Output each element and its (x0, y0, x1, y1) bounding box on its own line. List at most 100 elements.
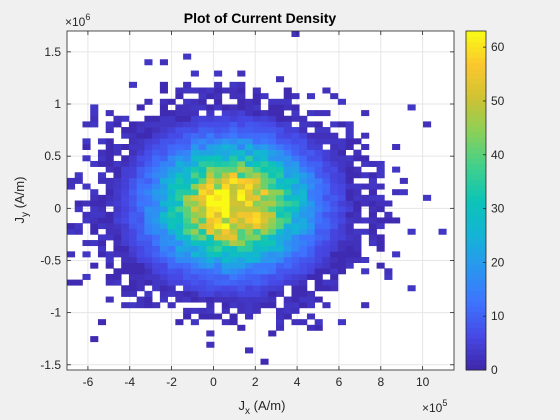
histogram-bin (128, 262, 138, 269)
histogram-bin (97, 240, 107, 247)
x-tick-label: 8 (377, 375, 384, 389)
histogram-bin (198, 87, 207, 94)
histogram-bin (190, 127, 199, 134)
histogram-bin (167, 257, 176, 263)
histogram-bin (299, 127, 308, 134)
histogram-bin (183, 98, 192, 105)
histogram-bin (299, 262, 308, 269)
histogram-bin (183, 115, 192, 122)
histogram-bin (206, 268, 215, 275)
histogram-bin (314, 177, 323, 184)
histogram-bin (136, 194, 145, 201)
histogram-bin (159, 206, 168, 213)
histogram-bin (330, 166, 339, 173)
histogram-bin (198, 149, 207, 156)
histogram-bin (152, 132, 161, 139)
histogram-bin (237, 228, 246, 235)
histogram-bin (229, 262, 238, 269)
histogram-bin (237, 245, 246, 252)
colorbar-segment (466, 285, 486, 292)
colorbar-segment (466, 158, 486, 164)
histogram-bin (260, 177, 269, 184)
histogram-bin (299, 217, 308, 224)
histogram-bin (183, 217, 192, 224)
histogram-bin (97, 217, 107, 224)
colorbar-segment (466, 68, 486, 74)
histogram-bin (221, 177, 230, 184)
histogram-bin (245, 149, 254, 156)
histogram-bin (252, 194, 261, 201)
histogram-bin (175, 127, 184, 134)
histogram-bin (322, 217, 331, 224)
histogram-bin (159, 251, 168, 258)
histogram-bin (206, 211, 215, 218)
histogram-bin (198, 290, 207, 297)
histogram-bin (330, 121, 339, 128)
histogram-bin (229, 183, 238, 190)
histogram-bin (144, 194, 153, 201)
histogram-bin (152, 194, 161, 201)
histogram-bin (229, 160, 238, 167)
histogram-bin (237, 115, 246, 122)
histogram-bin (121, 155, 130, 162)
histogram-cells (67, 31, 447, 365)
histogram-bin (67, 177, 76, 184)
histogram-bin (121, 132, 130, 139)
histogram-bin (136, 234, 145, 241)
histogram-bin (283, 160, 292, 167)
histogram-bin (175, 144, 184, 150)
histogram-bin (206, 240, 215, 247)
histogram-bin (275, 183, 285, 190)
colorbar-segment (466, 290, 486, 297)
histogram-bin (152, 138, 161, 145)
histogram-bin (159, 166, 168, 173)
histogram-bin (330, 228, 339, 235)
histogram-bin (206, 273, 215, 280)
histogram-bin (113, 211, 122, 218)
histogram-bin (113, 172, 122, 179)
histogram-bin (183, 172, 192, 179)
histogram-bin (175, 223, 184, 230)
histogram-bin (306, 183, 316, 190)
histogram-bin (322, 138, 331, 145)
histogram-bin (90, 336, 99, 343)
histogram-bin (306, 217, 316, 224)
histogram-bin (198, 268, 207, 275)
histogram-bin (214, 262, 223, 269)
histogram-bin (121, 228, 130, 235)
histogram-bin (97, 234, 107, 241)
histogram-bin (291, 172, 300, 179)
histogram-bin (159, 87, 168, 94)
histogram-bin (214, 160, 223, 167)
histogram-bin (113, 251, 122, 258)
histogram-bin (214, 228, 223, 235)
y-tick-label: 0 (54, 201, 61, 215)
histogram-bin (128, 127, 138, 134)
histogram-bin (97, 211, 107, 218)
histogram-bin (144, 223, 153, 230)
histogram-bin (252, 268, 261, 275)
histogram-bin (121, 115, 130, 122)
histogram-bin (237, 98, 246, 105)
histogram-bin (306, 189, 316, 196)
histogram-bin (260, 211, 269, 218)
histogram-bin (252, 245, 261, 252)
histogram-bin (167, 121, 176, 128)
histogram-bin (330, 149, 339, 156)
histogram-bin (314, 194, 323, 201)
histogram-bin (206, 302, 215, 309)
histogram-bin (183, 138, 192, 145)
histogram-bin (198, 160, 207, 167)
y-tick-label: -1 (50, 306, 61, 320)
histogram-bin (283, 189, 292, 196)
histogram-bin (337, 257, 346, 263)
histogram-bin (368, 217, 377, 224)
histogram-bin (268, 127, 277, 134)
histogram-bin (206, 200, 215, 207)
histogram-bin (136, 183, 145, 190)
histogram-bin (252, 290, 261, 297)
histogram-bin (214, 104, 223, 111)
histogram-bin (229, 257, 238, 263)
histogram-bin (376, 234, 385, 241)
histogram-bin (260, 166, 269, 173)
